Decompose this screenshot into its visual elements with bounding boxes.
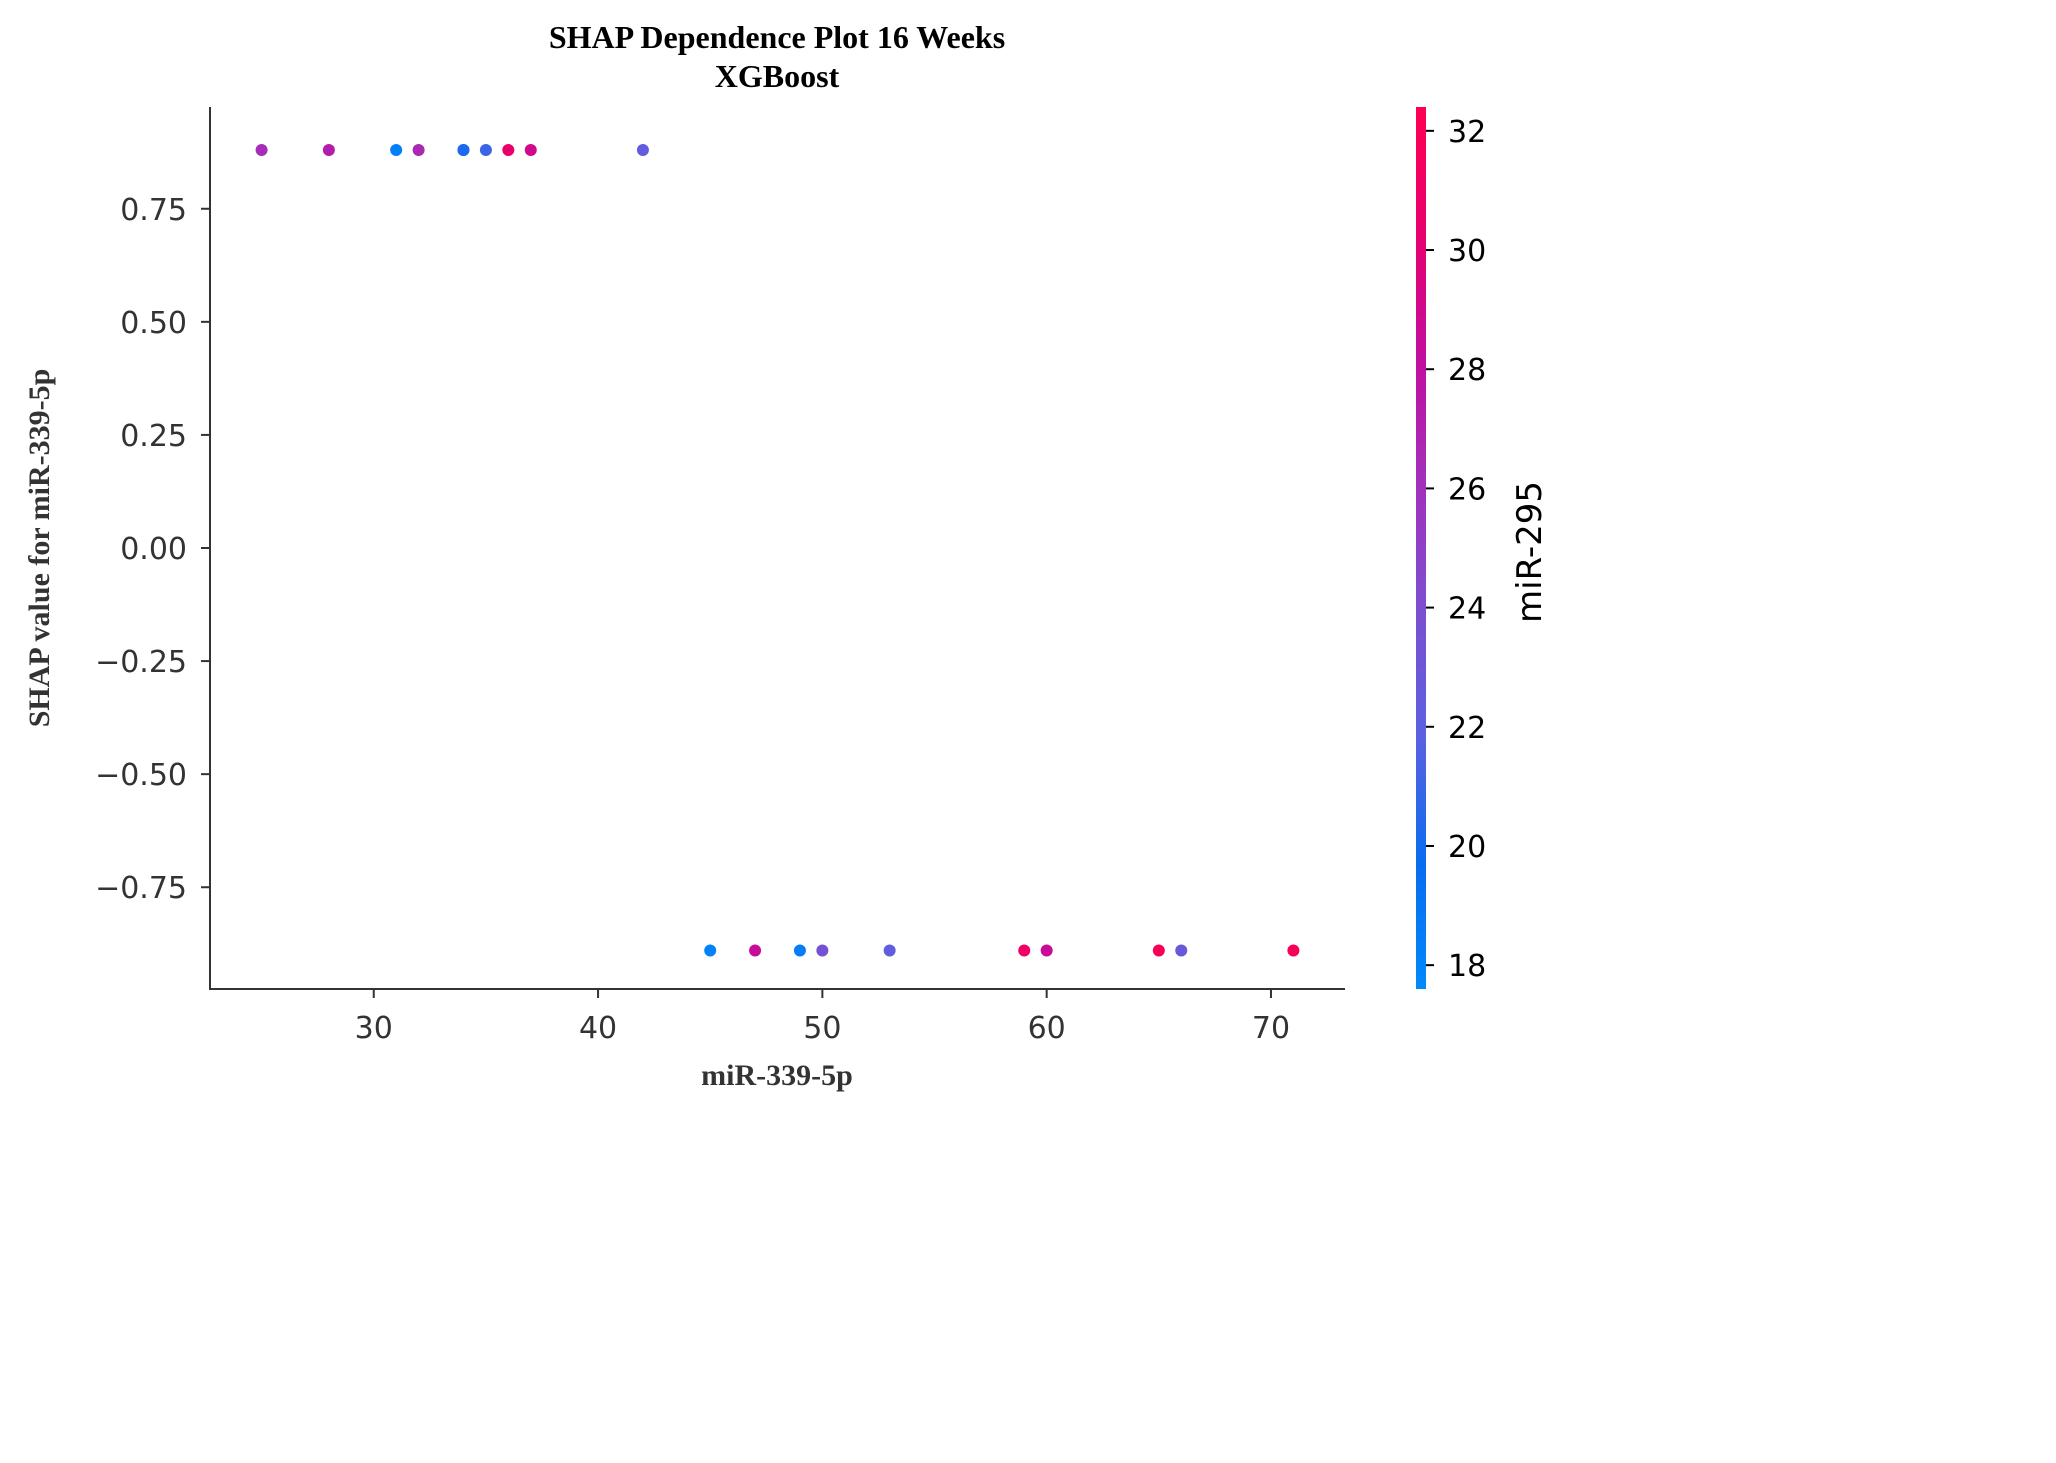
y-tick-label: −0.75 — [95, 871, 187, 906]
data-point — [1175, 944, 1188, 957]
data-point — [412, 143, 425, 156]
data-point — [1040, 944, 1053, 957]
colorbar — [1416, 107, 1426, 989]
x-axis-label: miR-339-5p — [701, 1059, 853, 1092]
x-tick-label: 60 — [1028, 1011, 1066, 1046]
colorbar-tick-label: 22 — [1448, 711, 1486, 746]
data-point — [1018, 944, 1031, 957]
data-point — [749, 944, 762, 957]
data-point — [457, 143, 470, 156]
x-axis-ticks: 30 40 50 60 70 — [355, 989, 1290, 1046]
colorbar-ticks: 18 20 22 24 26 28 30 32 — [1426, 115, 1486, 984]
y-tick-label: −0.25 — [95, 645, 187, 680]
data-point — [502, 143, 515, 156]
x-tick-label: 30 — [355, 1011, 393, 1046]
colorbar-tick-label: 26 — [1448, 472, 1486, 507]
data-point — [1152, 944, 1165, 957]
y-tick-label: −0.50 — [95, 758, 187, 793]
colorbar-tick-label: 30 — [1448, 234, 1486, 269]
chart-subtitle: XGBoost — [715, 58, 840, 94]
colorbar-tick-label: 20 — [1448, 830, 1486, 865]
colorbar-label: miR-295 — [1510, 481, 1550, 623]
data-point — [704, 944, 717, 957]
colorbar-tick-label: 28 — [1448, 353, 1486, 388]
data-point — [524, 143, 537, 156]
x-tick-label: 70 — [1252, 1011, 1290, 1046]
y-tick-label: 0.25 — [120, 419, 187, 454]
y-tick-label: 0.75 — [120, 193, 187, 228]
chart-title: SHAP Dependence Plot 16 Weeks — [549, 19, 1005, 55]
y-axis-ticks: 0.75 0.50 0.25 0.00 −0.25 −0.50 −0.75 — [95, 193, 210, 906]
y-tick-label: 0.00 — [120, 532, 187, 567]
data-point — [816, 944, 829, 957]
x-tick-label: 40 — [579, 1011, 617, 1046]
x-tick-label: 50 — [803, 1011, 841, 1046]
data-point — [390, 143, 403, 156]
colorbar-tick-label: 18 — [1448, 949, 1486, 984]
data-point — [636, 143, 649, 156]
data-point — [322, 143, 335, 156]
scatter-points — [255, 143, 1300, 957]
data-point — [479, 143, 492, 156]
colorbar-tick-label: 24 — [1448, 592, 1486, 627]
shap-dependence-chart: SHAP Dependence Plot 16 Weeks XGBoost 30… — [23, 19, 1550, 1092]
data-point — [793, 944, 806, 957]
data-point — [1287, 944, 1300, 957]
y-tick-label: 0.50 — [120, 306, 187, 341]
colorbar-tick-label: 32 — [1448, 115, 1486, 150]
data-point — [883, 944, 896, 957]
y-axis-label: SHAP value for miR-339-5p — [23, 369, 56, 728]
data-point — [255, 143, 268, 156]
